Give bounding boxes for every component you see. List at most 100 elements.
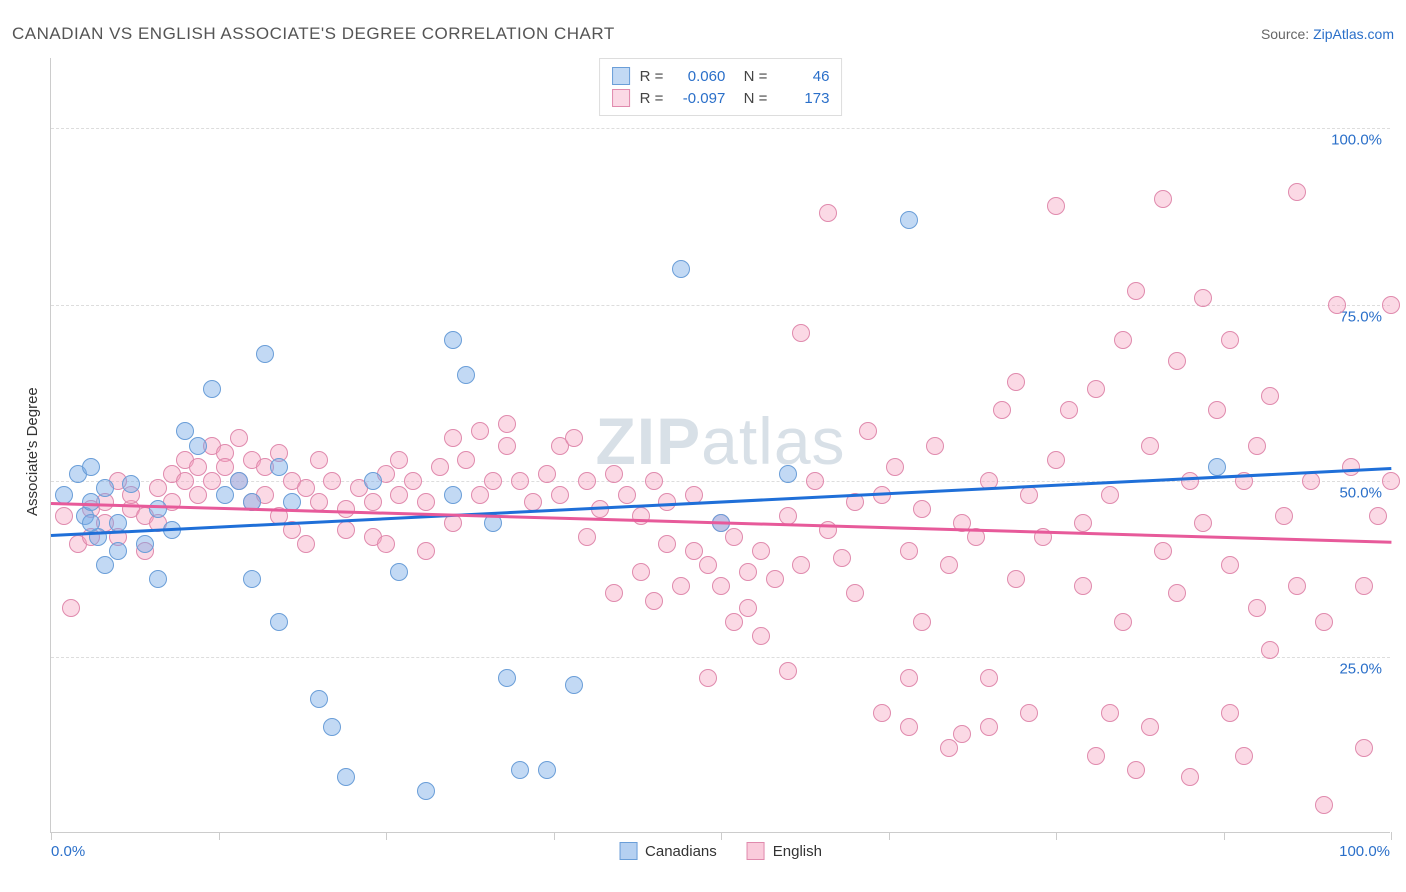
scatter-point	[337, 768, 355, 786]
scatter-point	[243, 570, 261, 588]
scatter-point	[645, 472, 663, 490]
scatter-point	[900, 542, 918, 560]
scatter-point	[792, 556, 810, 574]
source-link[interactable]: ZipAtlas.com	[1313, 26, 1394, 42]
scatter-point	[444, 331, 462, 349]
stat-r-value: -0.097	[673, 90, 725, 107]
scatter-point	[82, 493, 100, 511]
scatter-point	[390, 563, 408, 581]
legend-swatch	[619, 842, 637, 860]
scatter-point	[1154, 542, 1172, 560]
x-tick	[1224, 832, 1225, 840]
scatter-point	[297, 535, 315, 553]
scatter-point	[337, 500, 355, 518]
y-tick-label: 75.0%	[1339, 308, 1382, 325]
gridline	[51, 128, 1390, 129]
scatter-point	[216, 458, 234, 476]
scatter-point	[672, 577, 690, 595]
legend-label: English	[773, 843, 822, 860]
scatter-point	[176, 472, 194, 490]
scatter-point	[1288, 577, 1306, 595]
scatter-point	[1221, 556, 1239, 574]
scatter-point	[1208, 458, 1226, 476]
scatter-point	[913, 500, 931, 518]
scatter-point	[149, 500, 167, 518]
stat-n-value: 173	[777, 90, 829, 107]
x-tick	[386, 832, 387, 840]
scatter-point	[1194, 514, 1212, 532]
scatter-point	[524, 493, 542, 511]
scatter-point	[82, 514, 100, 532]
scatter-point	[498, 415, 516, 433]
scatter-point	[685, 542, 703, 560]
scatter-point	[323, 718, 341, 736]
scatter-point	[900, 718, 918, 736]
scatter-point	[565, 429, 583, 447]
scatter-point	[672, 260, 690, 278]
scatter-point	[618, 486, 636, 504]
scatter-point	[404, 472, 422, 490]
scatter-point	[216, 486, 234, 504]
scatter-point	[1074, 577, 1092, 595]
scatter-point	[230, 472, 248, 490]
scatter-point	[699, 669, 717, 687]
scatter-point	[364, 472, 382, 490]
scatter-point	[109, 542, 127, 560]
scatter-point	[752, 627, 770, 645]
scatter-point	[310, 493, 328, 511]
scatter-point	[605, 584, 623, 602]
scatter-point	[189, 458, 207, 476]
scatter-point	[417, 493, 435, 511]
y-tick-label: 25.0%	[1339, 660, 1382, 677]
header-bar: CANADIAN VS ENGLISH ASSOCIATE'S DEGREE C…	[12, 24, 1394, 44]
scatter-point	[364, 493, 382, 511]
scatter-point	[457, 366, 475, 384]
chart-title: CANADIAN VS ENGLISH ASSOCIATE'S DEGREE C…	[12, 24, 615, 44]
scatter-point	[792, 324, 810, 342]
scatter-point	[444, 486, 462, 504]
bottom-legend: Canadians English	[619, 842, 822, 860]
x-tick	[554, 832, 555, 840]
scatter-point	[270, 613, 288, 631]
scatter-point	[993, 401, 1011, 419]
scatter-point	[1168, 584, 1186, 602]
scatter-point	[940, 739, 958, 757]
y-axis-label: Associate's Degree	[24, 387, 41, 516]
scatter-point	[578, 528, 596, 546]
scatter-point	[1141, 718, 1159, 736]
stat-n-label: N =	[735, 90, 767, 107]
scatter-point	[1288, 183, 1306, 201]
scatter-point	[1087, 380, 1105, 398]
scatter-point	[1181, 768, 1199, 786]
scatter-point	[1382, 472, 1400, 490]
scatter-point	[1369, 507, 1387, 525]
scatter-point	[565, 676, 583, 694]
scatter-point	[149, 479, 167, 497]
scatter-point	[1020, 486, 1038, 504]
bottom-legend-item: Canadians	[619, 842, 717, 860]
scatter-point	[417, 782, 435, 800]
scatter-point	[1141, 437, 1159, 455]
scatter-point	[1101, 486, 1119, 504]
scatter-point	[1261, 387, 1279, 405]
scatter-point	[551, 486, 569, 504]
scatter-point	[1221, 704, 1239, 722]
scatter-point	[270, 458, 288, 476]
scatter-point	[203, 380, 221, 398]
scatter-point	[149, 570, 167, 588]
scatter-point	[189, 437, 207, 455]
gridline	[51, 657, 1390, 658]
scatter-point	[766, 570, 784, 588]
scatter-point	[980, 718, 998, 736]
scatter-point	[377, 535, 395, 553]
scatter-point	[1114, 331, 1132, 349]
legend-stats-row: R =-0.097 N =173	[612, 87, 830, 109]
scatter-point	[82, 458, 100, 476]
scatter-point	[62, 599, 80, 617]
scatter-point	[605, 465, 623, 483]
x-tick	[51, 832, 52, 840]
scatter-point	[1007, 570, 1025, 588]
scatter-point	[203, 472, 221, 490]
scatter-point	[926, 437, 944, 455]
scatter-point	[833, 549, 851, 567]
